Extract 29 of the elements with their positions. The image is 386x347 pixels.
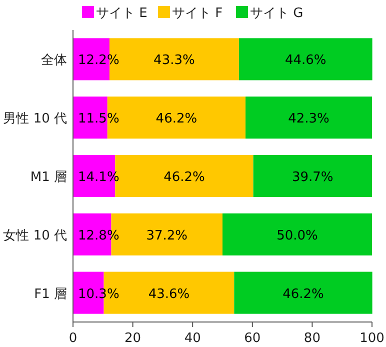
data-label: 43.6% [148,286,190,302]
y-tick-label: 男性 10 代 [3,112,67,127]
y-tick-label: 女性 10 代 [3,228,67,244]
data-label: 46.2% [282,286,324,302]
y-tick-label: M1 層 [30,170,67,185]
data-label: 43.3% [154,53,195,68]
bar [246,96,372,139]
data-label: 50.0% [276,228,318,244]
data-label: 42.3% [288,112,330,127]
y-tick-label: F1 層 [34,286,67,302]
x-tick-label: 80 [304,331,320,346]
bar [222,213,372,256]
x-tick-label: 40 [184,331,201,346]
x-tick-label: 100 [360,331,384,346]
data-label: 37.2% [146,228,188,244]
x-tick-label: 60 [244,331,261,346]
data-label: 44.6% [284,53,326,68]
legend-label: サイト G [250,6,304,21]
data-label: 39.7% [292,170,334,185]
bar [234,272,372,314]
y-tick-label: 全体 [41,53,67,68]
legend-label: サイト F [172,6,223,21]
bar [238,38,372,80]
data-label: 46.2% [156,112,198,127]
x-tick-label: 20 [124,331,142,346]
legend-label: サイト E [96,6,148,21]
data-label: 46.2% [164,170,205,185]
x-tick-label: 0 [68,331,78,346]
bar [253,154,372,198]
